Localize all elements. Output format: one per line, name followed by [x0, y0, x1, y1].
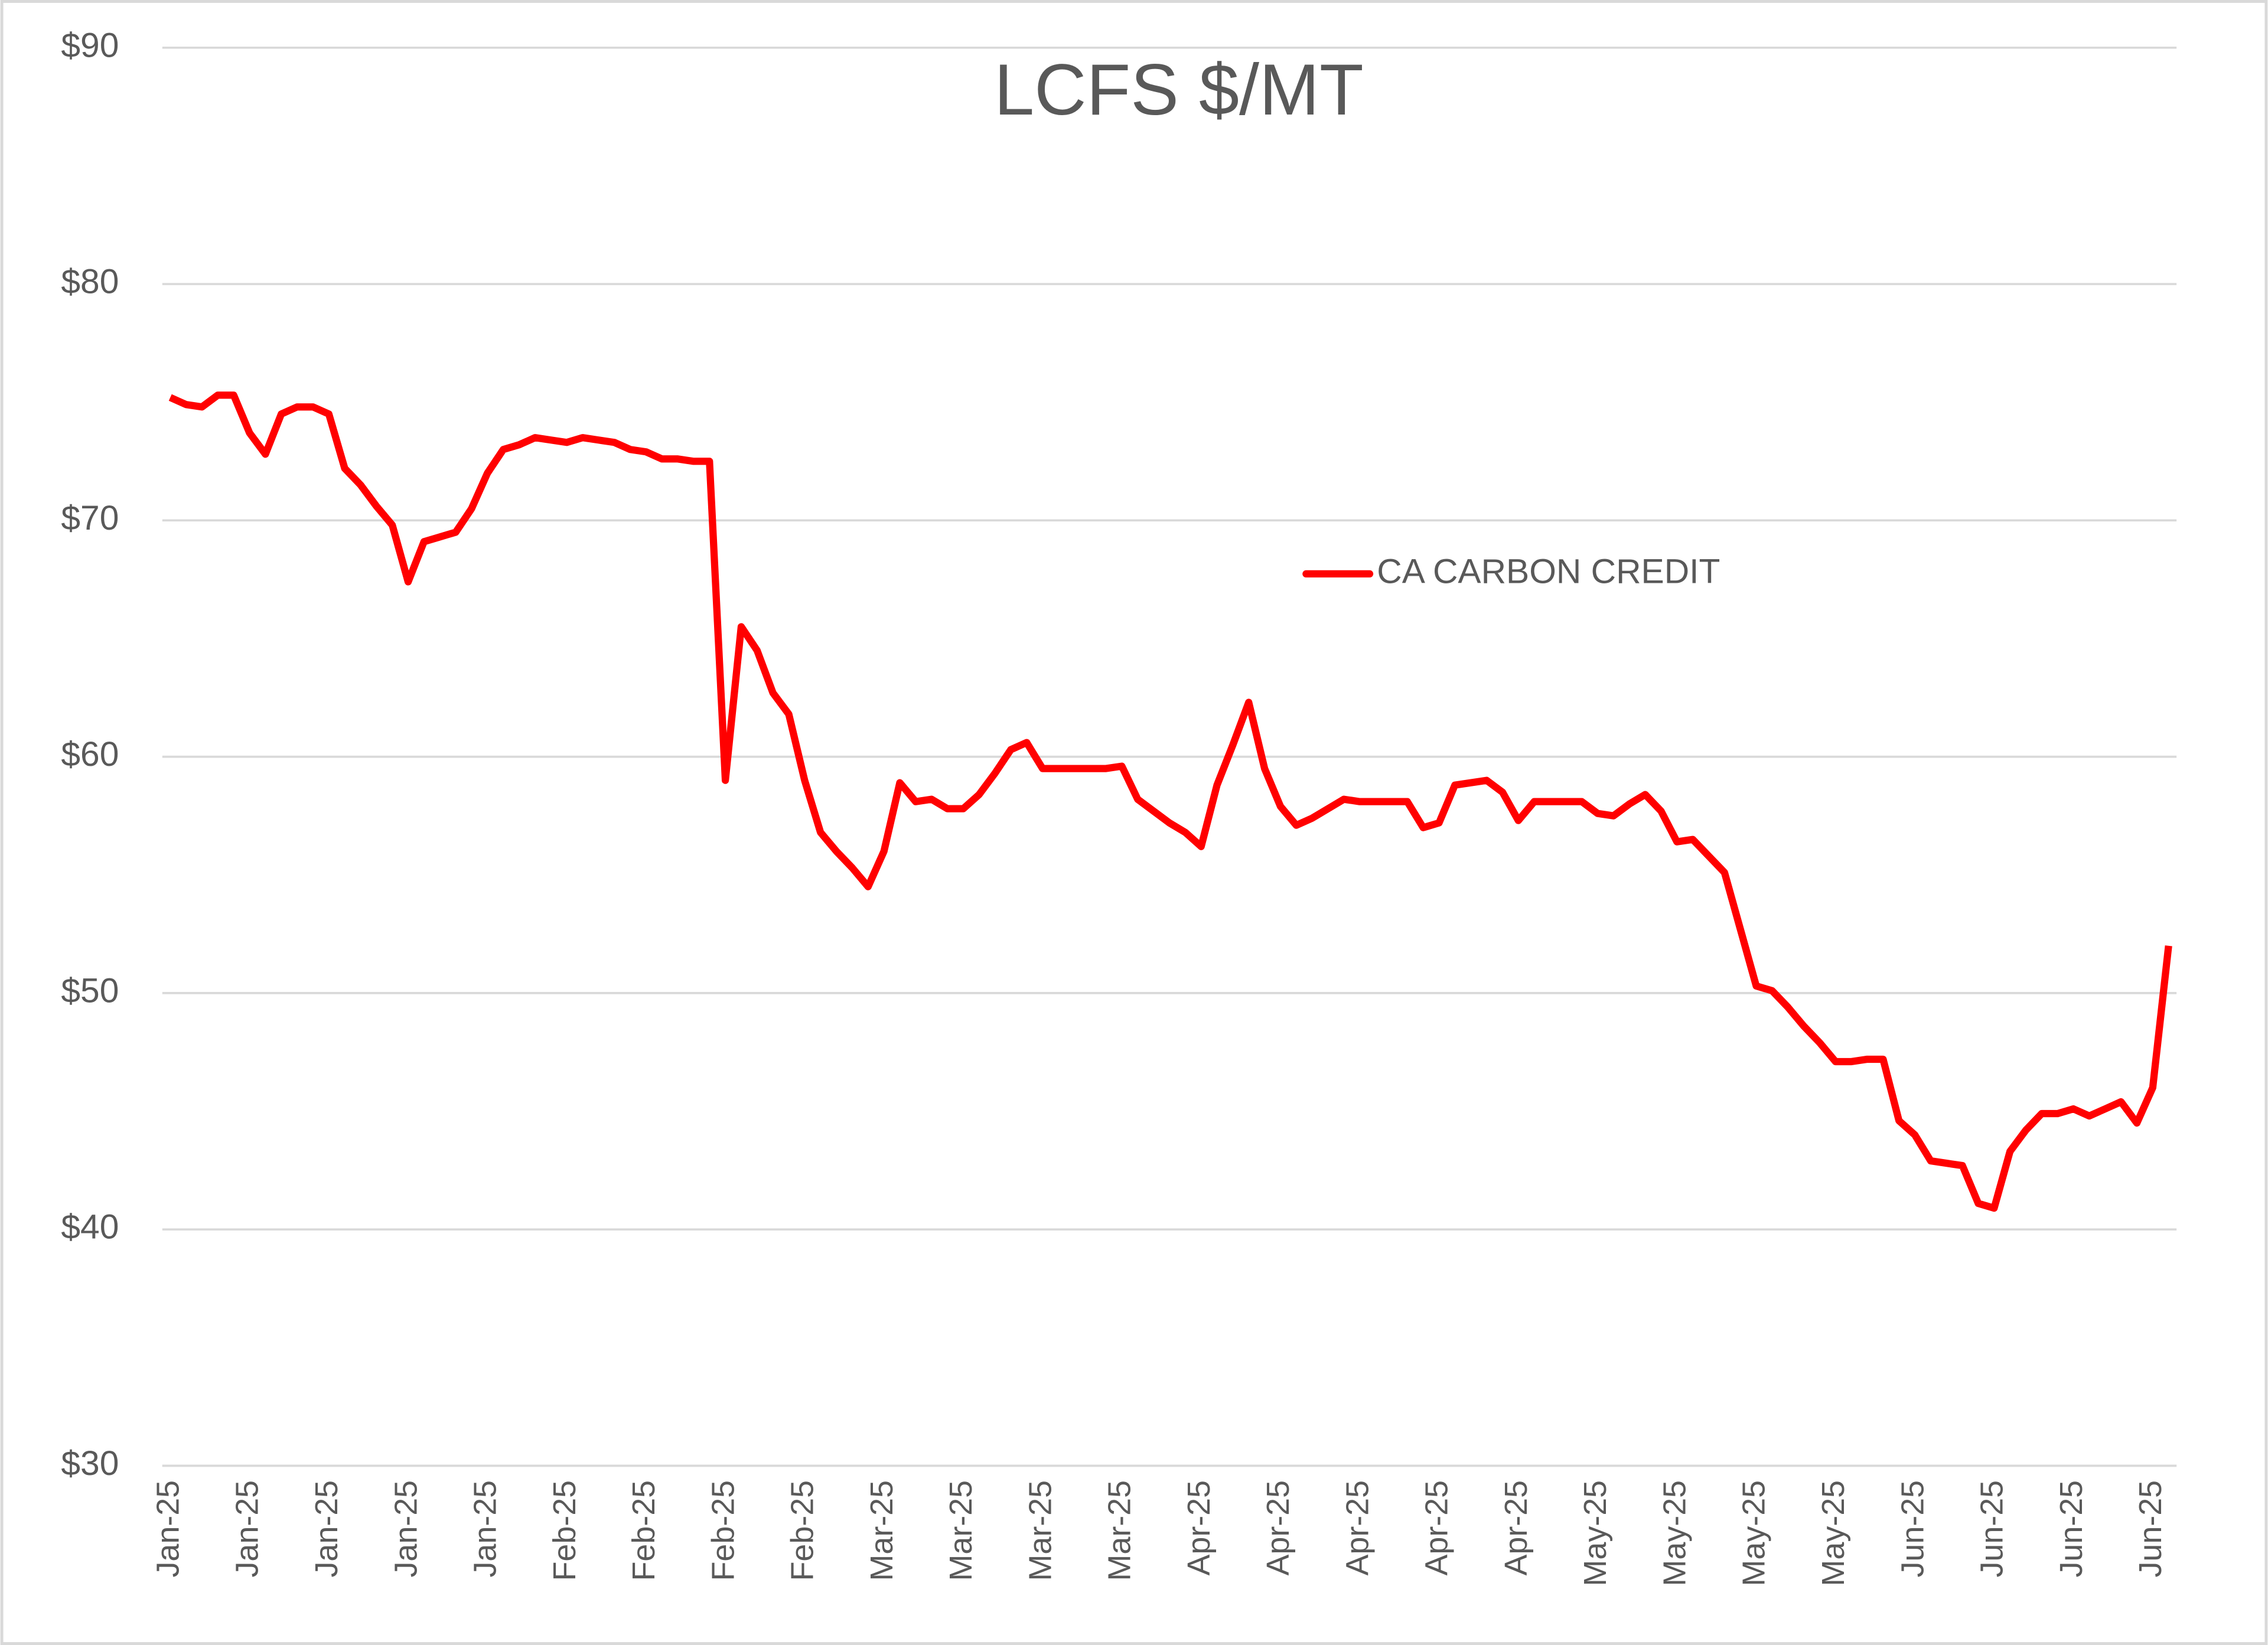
- y-tick-label: $60: [61, 735, 119, 773]
- x-tick-label: Jun-25: [1895, 1480, 1930, 1578]
- x-tick-label: Jan-25: [309, 1480, 344, 1578]
- x-tick-label: Feb-25: [547, 1480, 582, 1581]
- x-tick-label: Feb-25: [785, 1480, 820, 1581]
- x-tick-label: Mar-25: [943, 1480, 979, 1581]
- y-tick-label: $80: [61, 263, 119, 301]
- x-tick-label: Mar-25: [1022, 1480, 1058, 1581]
- x-tick-label: May-25: [1736, 1480, 1772, 1587]
- y-tick-label: $30: [61, 1444, 119, 1483]
- chart-title: LCFS $/MT: [994, 49, 1364, 130]
- x-tick-label: Apr-25: [1340, 1480, 1375, 1576]
- x-tick-label: Feb-25: [626, 1480, 662, 1581]
- x-tick-label: May-25: [1657, 1480, 1692, 1587]
- x-tick-label: May-25: [1816, 1480, 1851, 1587]
- data-line: [168, 391, 2172, 1212]
- x-tick-label: May-25: [1578, 1480, 1613, 1587]
- y-tick-label: $40: [61, 1208, 119, 1246]
- x-tick-label: Apr-25: [1260, 1480, 1296, 1576]
- x-tick-label: Apr-25: [1419, 1480, 1455, 1576]
- x-tick-label: Jan-25: [150, 1480, 185, 1578]
- y-tick-label: $50: [61, 971, 119, 1010]
- x-tick-label: Jan-25: [388, 1480, 423, 1578]
- x-tick-label: Mar-25: [1102, 1480, 1138, 1581]
- x-tick-label: Apr-25: [1498, 1480, 1534, 1576]
- y-tick-label: $70: [61, 499, 119, 537]
- x-tick-label: Jun-25: [2054, 1480, 2089, 1578]
- legend-label: CA CARBON CREDIT: [1377, 552, 1720, 590]
- x-tick-label: Mar-25: [864, 1480, 900, 1581]
- y-tick-label: $90: [61, 26, 119, 64]
- x-tick-label: Jan-25: [230, 1480, 265, 1578]
- x-tick-label: Apr-25: [1181, 1480, 1217, 1576]
- x-tick-label: Feb-25: [705, 1480, 741, 1581]
- x-tick-label: Jan-25: [468, 1480, 503, 1578]
- x-tick-label: Jun-25: [2133, 1480, 2168, 1578]
- x-tick-label: Jun-25: [1974, 1480, 2010, 1578]
